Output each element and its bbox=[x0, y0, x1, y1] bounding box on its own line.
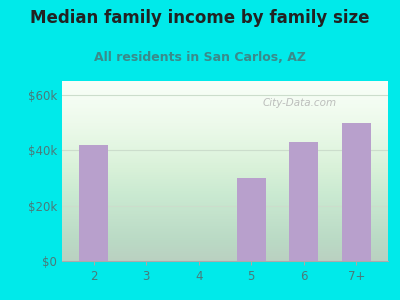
Text: All residents in San Carlos, AZ: All residents in San Carlos, AZ bbox=[94, 51, 306, 64]
Text: City-Data.com: City-Data.com bbox=[263, 98, 337, 108]
Bar bbox=[237, 178, 266, 261]
Bar bbox=[290, 142, 318, 261]
Text: Median family income by family size: Median family income by family size bbox=[30, 9, 370, 27]
Bar bbox=[342, 122, 371, 261]
Bar bbox=[79, 145, 108, 261]
